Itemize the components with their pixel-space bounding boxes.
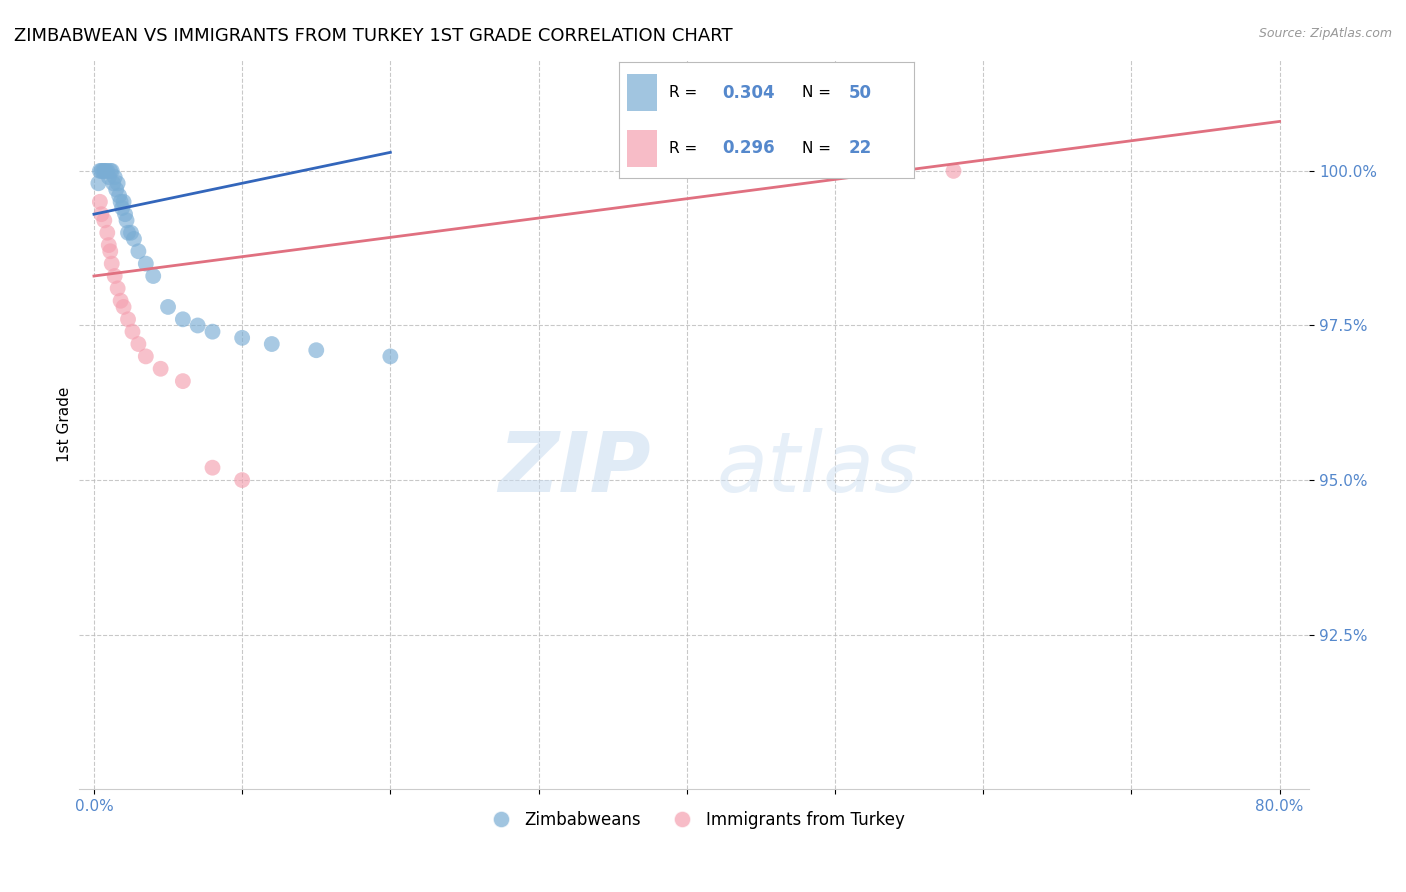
- Point: [201, 460, 224, 475]
- Point: [127, 337, 149, 351]
- Text: N =: N =: [801, 141, 835, 156]
- Point: [94, 164, 117, 178]
- Point: [305, 343, 328, 358]
- Point: [260, 337, 283, 351]
- Point: [87, 176, 110, 190]
- Bar: [627, 74, 657, 112]
- Point: [90, 207, 112, 221]
- Text: 22: 22: [849, 139, 872, 157]
- Point: [110, 194, 132, 209]
- Text: 0.296: 0.296: [723, 139, 775, 157]
- Bar: [627, 129, 657, 167]
- Point: [111, 201, 134, 215]
- Point: [107, 281, 129, 295]
- Point: [121, 325, 143, 339]
- Point: [135, 350, 157, 364]
- Point: [120, 226, 142, 240]
- Point: [117, 312, 139, 326]
- Point: [117, 226, 139, 240]
- Point: [201, 325, 224, 339]
- Text: Source: ZipAtlas.com: Source: ZipAtlas.com: [1258, 27, 1392, 40]
- Point: [122, 232, 145, 246]
- Text: 50: 50: [849, 84, 872, 102]
- Point: [157, 300, 180, 314]
- Point: [104, 268, 127, 283]
- Legend: Zimbabweans, Immigrants from Turkey: Zimbabweans, Immigrants from Turkey: [477, 805, 911, 836]
- Point: [93, 213, 115, 227]
- Point: [98, 244, 121, 259]
- Point: [149, 361, 172, 376]
- Point: [107, 176, 129, 190]
- Point: [96, 164, 118, 178]
- Point: [142, 268, 165, 283]
- Point: [942, 164, 965, 178]
- Text: atlas: atlas: [717, 427, 918, 508]
- Text: ZIMBABWEAN VS IMMIGRANTS FROM TURKEY 1ST GRADE CORRELATION CHART: ZIMBABWEAN VS IMMIGRANTS FROM TURKEY 1ST…: [14, 27, 733, 45]
- Point: [135, 257, 157, 271]
- Point: [89, 164, 111, 178]
- Text: ZIP: ZIP: [499, 427, 651, 508]
- Point: [100, 257, 122, 271]
- Y-axis label: 1st Grade: 1st Grade: [58, 387, 72, 462]
- Point: [112, 300, 135, 314]
- Point: [89, 194, 111, 209]
- Point: [97, 170, 120, 185]
- Point: [97, 238, 120, 252]
- Point: [98, 164, 121, 178]
- Point: [115, 213, 138, 227]
- Point: [90, 164, 112, 178]
- Point: [187, 318, 209, 333]
- Point: [105, 182, 128, 196]
- Point: [103, 176, 125, 190]
- Point: [91, 164, 114, 178]
- Point: [110, 293, 132, 308]
- Point: [172, 312, 194, 326]
- Point: [96, 226, 118, 240]
- Text: R =: R =: [669, 141, 702, 156]
- Point: [380, 350, 402, 364]
- Point: [104, 170, 127, 185]
- Point: [172, 374, 194, 388]
- Point: [108, 188, 131, 202]
- Point: [93, 164, 115, 178]
- Text: N =: N =: [801, 85, 835, 100]
- Point: [231, 331, 253, 345]
- Text: R =: R =: [669, 85, 702, 100]
- Point: [127, 244, 149, 259]
- Point: [112, 194, 135, 209]
- Point: [100, 164, 122, 178]
- Text: 0.304: 0.304: [723, 84, 775, 102]
- Point: [231, 473, 253, 487]
- Point: [114, 207, 136, 221]
